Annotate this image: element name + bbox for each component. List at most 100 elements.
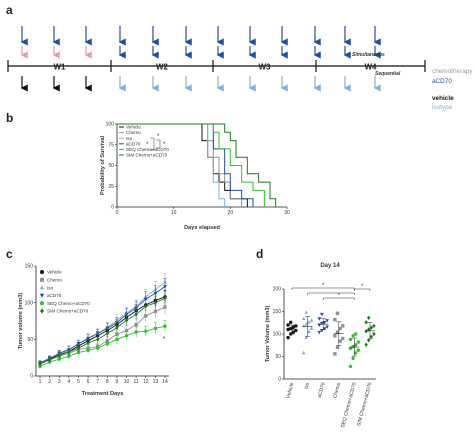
growth-point	[76, 350, 81, 355]
x-tick-label: SEQ Chemo+aCD70	[340, 382, 358, 429]
growth-line	[39, 297, 166, 364]
x-tick-label: 6	[87, 379, 90, 385]
survival-curve	[117, 123, 248, 207]
legend-label: SIM Chemo+aCD70	[47, 309, 89, 314]
survival-curve	[117, 123, 243, 207]
week-label: W4	[365, 63, 378, 72]
data-point	[291, 325, 295, 329]
y-tick-label: 100	[25, 300, 34, 306]
data-point	[364, 329, 368, 334]
panel-label-d: d	[256, 247, 263, 261]
data-point	[351, 356, 355, 360]
x-tick-label: 3	[58, 379, 61, 385]
legend-vehicle: vehicle	[432, 95, 454, 102]
y-tick-label: 0	[278, 377, 281, 383]
data-point	[317, 330, 322, 335]
y-tick-label: 0	[111, 205, 114, 211]
legend-label: Chemo	[126, 130, 141, 135]
day14-scatter-chart: Day 14 0 50 100 150 200 Tumor Volume (mm3) Vehi…	[265, 263, 376, 428]
data-point	[325, 325, 329, 329]
significance-mark: *	[163, 336, 166, 343]
x-tick-label: 20	[228, 210, 234, 216]
legend-marker	[40, 270, 44, 274]
legend-label: aCD70	[126, 141, 141, 146]
growth-point	[163, 324, 167, 328]
x-axis-title: Treatment Days	[82, 391, 124, 397]
growth-point	[134, 306, 139, 310]
week-label: W3	[259, 63, 272, 72]
growth-point	[153, 309, 158, 314]
data-point	[333, 334, 337, 338]
legend-marker	[40, 277, 44, 282]
data-point	[354, 351, 358, 355]
survival-curve	[117, 123, 277, 207]
y-axis-title: Probability of Survival	[100, 136, 106, 196]
growth-point	[105, 342, 110, 346]
sig-bracket	[322, 297, 355, 300]
x-tick-label: 14	[162, 379, 168, 385]
data-point	[341, 324, 345, 328]
data-point	[341, 336, 345, 341]
growth-point	[86, 337, 90, 341]
data-point	[354, 343, 358, 347]
significance-mark: *	[322, 283, 325, 289]
data-point	[291, 330, 295, 334]
growth-point	[163, 285, 167, 289]
legend-acd70: aCD70	[432, 78, 452, 85]
data-point	[320, 321, 324, 326]
significance-mark: *	[163, 142, 166, 148]
survival-curve	[117, 123, 226, 207]
data-point	[369, 334, 373, 339]
x-tick-label: Vehicle	[285, 382, 295, 399]
legend-label: Chemo	[47, 278, 62, 283]
growth-point	[57, 357, 61, 361]
y-axis-title: Tumor volume (mm3)	[18, 293, 24, 350]
simultaneous-label: Simultaneous	[352, 52, 385, 58]
data-point	[317, 317, 322, 321]
significance-mark: *	[361, 284, 364, 290]
legend-marker	[39, 285, 45, 290]
data-point	[338, 326, 342, 331]
growth-point	[134, 330, 138, 334]
y-tick-label: 75	[108, 142, 114, 148]
growth-point	[144, 304, 148, 309]
growth-point	[38, 361, 42, 366]
data-point	[372, 331, 376, 337]
x-tick-label: 0	[116, 210, 119, 216]
growth-point	[67, 354, 71, 358]
y-tick-label: 200	[273, 287, 282, 293]
data-point	[335, 345, 340, 350]
y-tick-label: 150	[25, 264, 34, 270]
legend-marker	[39, 293, 45, 298]
data-point	[304, 335, 309, 339]
sig-bracket	[307, 292, 355, 295]
growth-point	[163, 296, 167, 301]
y-tick-label: 0	[30, 374, 33, 380]
legend-label: Iso	[47, 285, 54, 290]
growth-point	[163, 305, 167, 309]
growth-point	[124, 328, 129, 333]
data-point	[322, 327, 327, 331]
growth-point	[115, 332, 119, 336]
growth-point	[57, 353, 61, 358]
panel-label-a: a	[6, 3, 13, 17]
y-tick-label: 100	[273, 332, 282, 338]
legend-isotype: isotype	[432, 104, 453, 111]
x-tick-label: 8	[106, 379, 109, 385]
growth-point	[95, 337, 100, 342]
y-axis-title: Tumor Volume (mm3)	[265, 306, 271, 363]
growth-point	[95, 346, 100, 350]
data-point	[320, 312, 324, 317]
growth-point	[143, 297, 148, 302]
significance-mark: *	[338, 293, 341, 299]
sig-bracket	[150, 137, 155, 151]
data-point	[301, 316, 306, 321]
growth-point	[153, 326, 158, 331]
growth-line	[39, 286, 166, 364]
growth-point	[95, 332, 100, 336]
growth-point	[86, 348, 90, 353]
growth-point	[86, 340, 90, 346]
growth-point	[105, 326, 110, 331]
data-point	[364, 320, 368, 325]
